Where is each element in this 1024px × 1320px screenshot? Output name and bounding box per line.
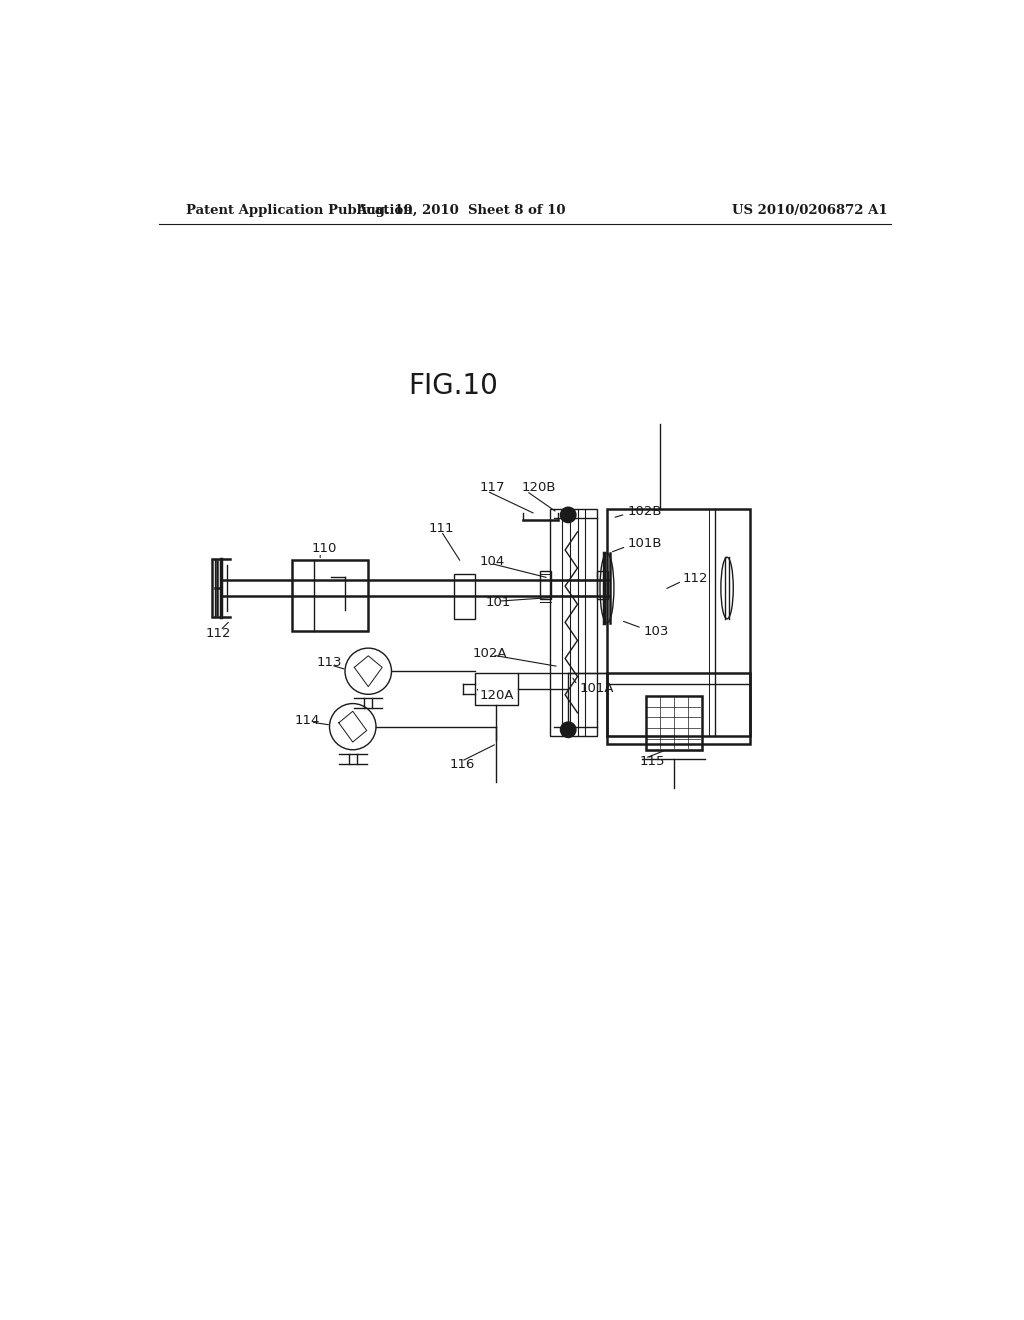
Text: 113: 113	[316, 656, 342, 669]
Bar	[597, 572, 607, 599]
Text: US 2010/0206872 A1: US 2010/0206872 A1	[732, 205, 888, 218]
Text: 117: 117	[480, 482, 506, 495]
Text: 114: 114	[295, 714, 319, 727]
Text: 102A: 102A	[473, 647, 507, 660]
Text: 103: 103	[643, 624, 669, 638]
Circle shape	[560, 722, 575, 738]
Text: 110: 110	[311, 543, 337, 556]
Text: 101: 101	[486, 597, 511, 610]
Text: 112: 112	[682, 572, 708, 585]
Text: Patent Application Publication: Patent Application Publication	[186, 205, 413, 218]
Bar	[550, 508, 597, 737]
Text: 101B: 101B	[627, 537, 662, 550]
Bar	[607, 673, 751, 743]
Circle shape	[560, 507, 575, 523]
Text: 115: 115	[640, 755, 665, 768]
Text: 116: 116	[450, 758, 475, 771]
Text: 120B: 120B	[521, 482, 556, 495]
Text: FIG.10: FIG.10	[409, 371, 499, 400]
Text: 104: 104	[480, 556, 505, 569]
Bar	[292, 560, 369, 631]
Text: 120A: 120A	[480, 689, 514, 702]
Bar	[646, 696, 701, 750]
Bar	[475, 673, 518, 705]
Text: 101A: 101A	[580, 681, 614, 694]
Text: 112: 112	[206, 627, 231, 640]
Bar	[607, 508, 751, 737]
Text: 102B: 102B	[627, 504, 662, 517]
Text: 111: 111	[429, 521, 455, 535]
Bar	[454, 574, 475, 619]
Text: Aug. 19, 2010  Sheet 8 of 10: Aug. 19, 2010 Sheet 8 of 10	[356, 205, 566, 218]
Bar	[541, 572, 551, 599]
